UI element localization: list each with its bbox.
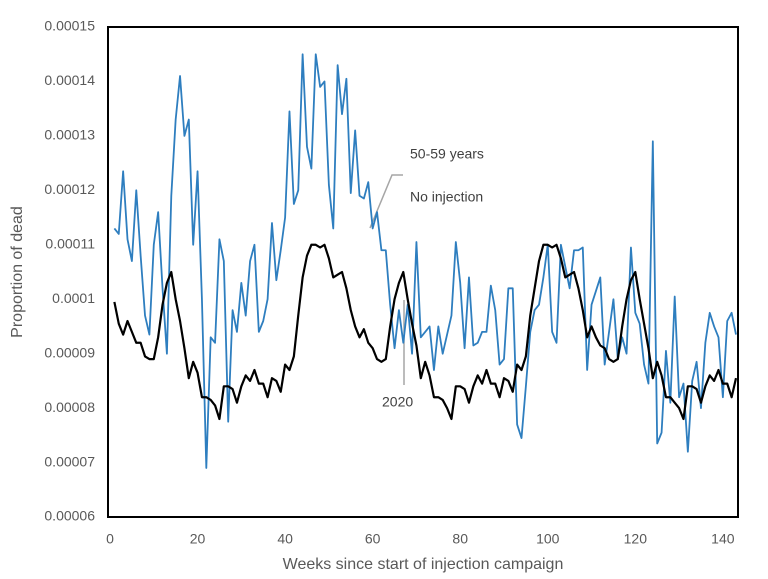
- y-tick-label: 0.00009: [44, 344, 95, 360]
- series-line: [113, 243, 738, 421]
- series-line: [113, 53, 737, 469]
- x-tick-label: 40: [277, 531, 293, 547]
- x-axis-title: Weeks since start of injection campaign: [283, 556, 564, 573]
- annotation: 50-59 years: [410, 146, 484, 162]
- x-tick-label: 80: [452, 531, 468, 547]
- y-tick-label: 0.0001: [52, 290, 95, 306]
- x-tick-label: 120: [624, 531, 648, 547]
- series-label: No injection: [410, 189, 483, 205]
- y-tick-label: 0.00006: [44, 508, 95, 524]
- y-tick-label: 0.00008: [44, 399, 95, 415]
- y-tick-label: 0.00012: [44, 181, 95, 197]
- x-tick-label: 100: [536, 531, 560, 547]
- series-label: 2020: [382, 394, 413, 410]
- plot-frame: [107, 26, 739, 518]
- y-tick-label: 0.00015: [44, 18, 95, 34]
- x-tick-label: 0: [106, 531, 114, 547]
- y-tick-label: 0.00007: [44, 453, 95, 469]
- leader-line: [369, 174, 403, 229]
- y-axis-title: Proportion of dead: [9, 206, 26, 338]
- x-tick-label: 20: [190, 531, 206, 547]
- y-tick-label: 0.00013: [44, 127, 95, 143]
- x-tick-label: 60: [365, 531, 381, 547]
- y-tick-label: 0.00011: [45, 235, 95, 251]
- y-tick-label: 0.00014: [44, 72, 95, 88]
- x-tick-label: 140: [711, 531, 735, 547]
